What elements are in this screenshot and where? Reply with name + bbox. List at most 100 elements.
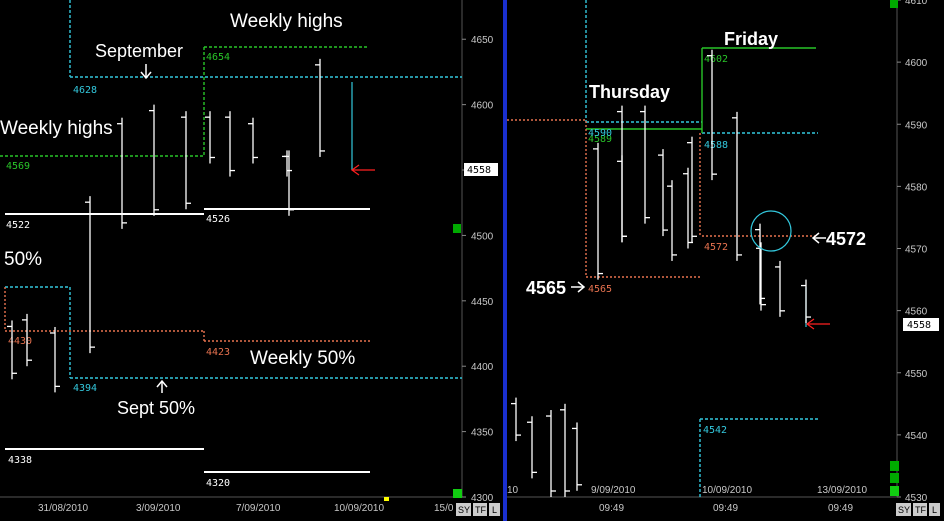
right-level-label: 4590 [588,128,612,139]
left-y-tick-label: 4300 [471,493,494,504]
left-current-price-arrow-icon [350,164,375,176]
left-x-tick-label: 15/0 [434,503,454,514]
right-level-label: 4572 [704,242,728,253]
right-l-button-label: L [932,505,937,515]
left-x-tick-label: 10/09/2010 [334,503,384,514]
right-price-bars [511,49,811,497]
left-level-label: 4654 [206,52,230,63]
right-level-label: 4602 [704,54,728,65]
right-tf-button[interactable] [913,503,927,516]
right-current-price-box [903,318,939,331]
left-x-tick-label: 7/09/2010 [236,503,281,514]
right-sy-button-label: SY [898,505,910,515]
left-level-label: 4320 [206,478,230,489]
right-current-price-arrow-icon [805,318,830,330]
right-sy-button[interactable] [896,503,911,516]
september-arrow-icon [140,64,152,80]
right-level-label: 4542 [703,425,727,436]
right-zoom-out-icon[interactable] [890,473,899,483]
left-time-marker-icon [384,497,389,501]
left-level-label: 4338 [8,455,32,466]
right-zoom-in-icon[interactable] [890,461,899,471]
left-x-tick-label: 3/09/2010 [136,503,181,514]
right-l-button[interactable] [929,503,940,516]
left-level-label: 4423 [206,347,230,358]
right-x-time-label: 09:49 [828,503,853,514]
right-y-tick-label: 4570 [905,245,928,256]
annotation-friday: Friday [724,29,778,49]
left-sy-button-label: SY [458,505,470,515]
right-y-tick-label: 4530 [905,493,928,504]
left-level-label: 4394 [73,383,97,394]
left-y-tick-label: 4500 [471,231,494,242]
highlight-circle [750,210,792,252]
right-x-time-label: 09:49 [599,503,624,514]
left-current-price-label: 4558 [467,165,491,176]
left-level-lines: 4654 4628 4569 4522 4526 4430 4423 4394 4338 4320 [0,0,462,489]
left-l-button-label: L [492,505,497,515]
right-x-time-label: 09:49 [713,503,738,514]
annotation-weekly-50-percent: Weekly 50% [250,348,355,369]
right-x-tick-label: 10/09/2010 [702,485,752,496]
left-level-connector [5,286,71,378]
right-price-axis: 4610 4600 4590 4580 4570 4560 4550 4540 4530 [897,0,928,504]
right-y-tick-label: 4590 [905,120,928,131]
left-price-bars [7,58,325,393]
right-status-square-icon [890,486,899,496]
level-4572-arrow-icon [811,232,826,244]
left-y-tick-label: 4400 [471,362,494,373]
left-scroll-marker-icon[interactable] [453,224,461,233]
left-y-tick-label: 4650 [471,35,494,46]
left-y-tick-label: 4600 [471,101,494,112]
right-x-tick-label: 9/09/2010 [591,485,636,496]
left-level-label: 4430 [8,336,32,347]
annotation-weekly-highs-top: Weekly highs [230,11,343,32]
left-x-tick-label: 31/08/2010 [38,503,88,514]
right-level-label: 4565 [588,284,612,295]
left-l-button[interactable] [489,503,500,516]
right-y-tick-label: 4580 [905,182,928,193]
right-tf-button-label: TF [915,505,926,515]
right-level-label: 4588 [704,140,728,151]
annotation-sept-50-percent: Sept 50% [117,398,195,418]
left-level-label: 4569 [6,161,30,172]
panel-divider[interactable] [503,0,507,521]
level-4565-arrow-icon [571,281,586,293]
right-y-tick-label: 4550 [905,369,928,380]
left-time-axis: 31/08/2010 3/09/2010 7/09/2010 10/09/2010 15… [38,503,454,514]
right-x-tick-label: 10 [507,485,519,496]
right-y-tick-label: 4610 [905,0,928,7]
right-top-marker-icon [890,0,898,8]
annotation-4572: 4572 [826,229,866,249]
left-level-label: 4628 [73,85,97,96]
left-chart-panel: 4654 4628 4569 4522 4526 4430 4423 4394 4338 4320… [0,0,500,516]
right-x-tick-label: 13/09/2010 [817,485,867,496]
left-sy-button[interactable] [456,503,471,516]
left-level-label: 4526 [206,214,230,225]
right-y-tick-label: 4600 [905,58,928,69]
left-status-square-icon [453,489,462,498]
sept-50-arrow-icon [156,379,168,393]
annotation-weekly-highs-left: Weekly highs [0,118,113,139]
annotation-50-percent: 50% [4,249,42,270]
right-level-label: 4589 [588,134,612,145]
left-tf-button-label: TF [475,505,486,515]
annotation-4565: 4565 [526,278,566,298]
right-y-tick-label: 4560 [905,307,928,318]
annotation-september: September [95,41,183,61]
annotation-thursday: Thursday [589,82,670,102]
left-y-tick-label: 4450 [471,297,494,308]
left-level-label: 4522 [6,220,30,231]
right-current-price-label: 4558 [907,320,931,331]
right-toolbar: SY TF L [896,503,940,516]
left-y-tick-label: 4350 [471,428,494,439]
right-y-tick-label: 4540 [905,431,928,442]
right-time-axis: 10 9/09/2010 10/09/2010 13/09/2010 09:49 09:4… [507,485,867,514]
left-toolbar: SY TF L [456,503,500,516]
left-tf-button[interactable] [473,503,487,516]
left-current-price-box [464,163,498,176]
